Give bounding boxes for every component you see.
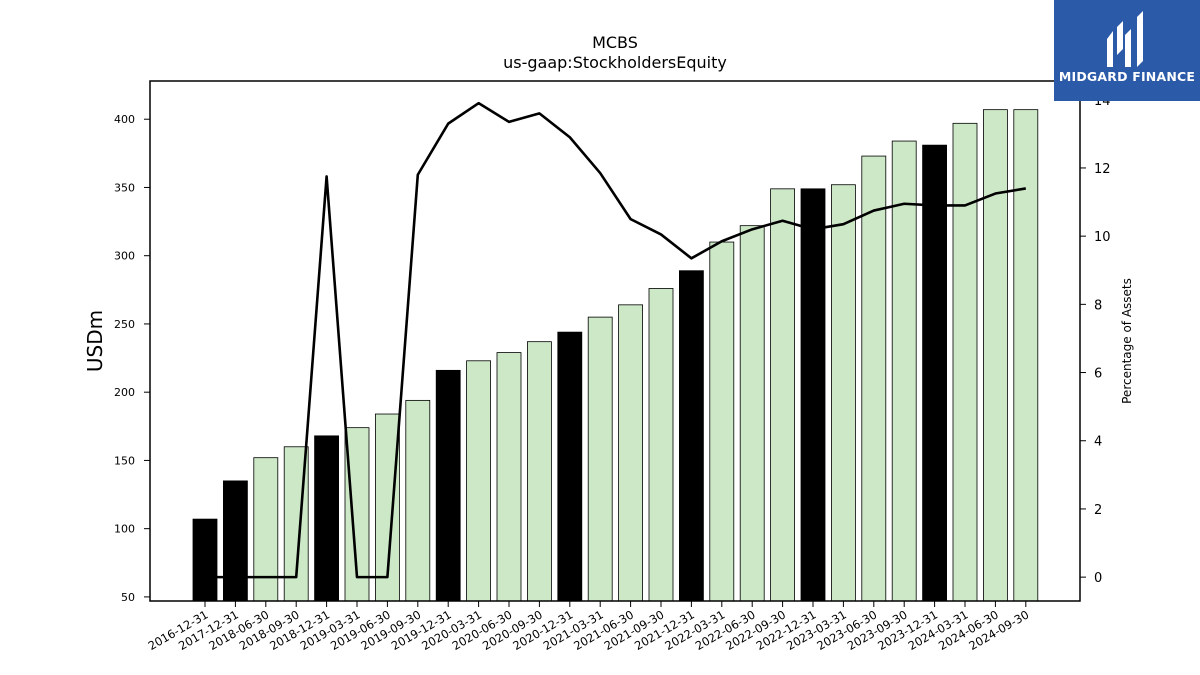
bar-2021-03-31 [587,316,613,602]
brand-logo: MIDGARD FINANCE [1054,0,1200,101]
bar-2023-06-30 [861,155,887,602]
bar-2022-06-30 [739,225,765,602]
bar-2021-12-31 [679,270,704,602]
y-tick-label: 100 [114,523,135,536]
chart-subtitle: us-gaap:StockholdersEquity [503,53,727,72]
y-tick-label: 150 [114,454,135,467]
bar-2024-06-30 [983,109,1008,602]
y2-axis-label: Percentage of Assets [1120,278,1134,404]
bar-2018-12-31 [314,435,340,602]
y-tick-label: 250 [114,318,135,331]
bar-2019-12-31 [435,369,461,602]
y-tick-label: 350 [114,181,135,194]
bar-2020-06-30 [496,352,522,602]
bar-2022-03-31 [709,241,735,602]
bar-2018-06-30 [253,457,279,602]
bar-2017-12-31 [222,480,248,602]
bar-2016-12-31 [192,518,218,602]
bar-2020-09-30 [527,341,552,602]
plot-frame [149,80,1081,602]
y2-tick-label: 0 [1094,571,1102,586]
bar-2021-06-30 [618,304,643,602]
bar-2024-09-30 [1013,109,1039,602]
y2-tick-label: 2 [1094,503,1102,518]
bar-2022-09-30 [770,188,795,602]
y-tick-label: 50 [121,591,135,604]
y2-tick-label: 4 [1094,435,1102,450]
bar-2019-09-30 [405,399,431,602]
bar-2019-06-30 [374,413,400,602]
bar-2022-12-31 [800,188,826,602]
y-axis-label: USDm [83,310,107,372]
brand-logo-text: MIDGARD FINANCE [1058,69,1196,84]
midgard-logo-icon [1107,11,1143,67]
y-tick-label: 300 [114,250,135,263]
y2-tick-label: 8 [1094,298,1102,313]
bar-2023-09-30 [891,140,917,602]
y-tick-label: 400 [114,113,135,126]
line-group [205,101,1027,579]
y2-tick-label: 12 [1094,162,1111,177]
y2-tick-label: 6 [1094,367,1102,382]
chart-title: MCBS [592,33,638,52]
bar-2020-12-31 [557,331,583,602]
bars-group [192,109,1039,602]
bar-2023-03-31 [831,184,856,602]
bar-2023-12-31 [922,144,947,602]
bar-2021-09-30 [648,288,674,602]
bar-2024-03-31 [952,122,978,602]
bar-2020-03-31 [466,360,492,602]
percentage-of-assets-line [205,101,1027,579]
y2-tick-label: 10 [1094,230,1111,245]
y-tick-label: 200 [114,386,135,399]
